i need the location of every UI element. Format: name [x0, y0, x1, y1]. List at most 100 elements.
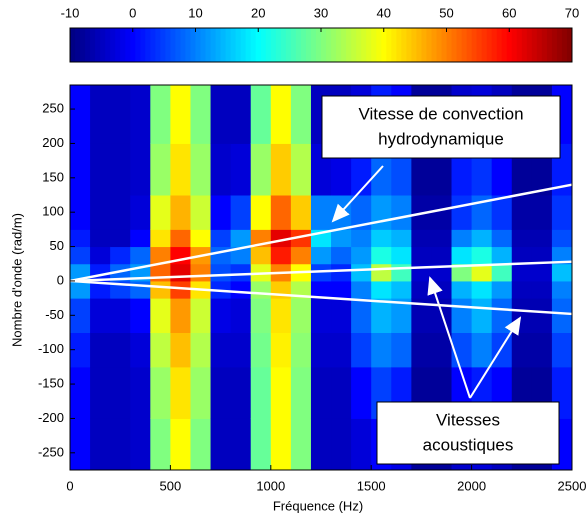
heatmap-cell [150, 418, 171, 471]
heatmap-cell [351, 418, 372, 471]
heatmap-cell [230, 143, 252, 196]
heatmap-cell [391, 332, 412, 368]
heatmap-cell [270, 143, 292, 196]
heatmap-cell [431, 195, 453, 230]
heatmap-cell [150, 298, 171, 333]
colorbar-segment [531, 28, 538, 62]
heatmap-cell [290, 195, 312, 230]
heatmap-cell [190, 418, 212, 471]
heatmap-cell [90, 85, 111, 144]
heatmap-cell [511, 246, 533, 265]
heatmap-cell [331, 332, 352, 368]
annotation: hydrodynamique [378, 129, 504, 148]
heatmap-cell [230, 418, 252, 471]
heatmap-cell [451, 263, 473, 282]
colorbar-segment [411, 28, 417, 62]
annotation: acoustiques [423, 435, 514, 454]
heatmap-cell [110, 366, 131, 419]
heatmap-cell [270, 366, 292, 419]
colorbar-segment [386, 28, 392, 62]
colorbar-segment [546, 28, 553, 62]
heatmap-cell [331, 246, 352, 265]
heatmap-cell [230, 85, 252, 144]
heatmap-cell [451, 195, 473, 230]
heatmap-cell [371, 246, 392, 265]
heatmap-cell [351, 332, 372, 368]
heatmap-cell [391, 263, 412, 282]
colorbar-segment [561, 28, 568, 62]
overlay-line [69, 183, 573, 283]
y-tick-label: 0 [57, 272, 64, 287]
heatmap-cell [250, 195, 272, 230]
heatmap-cell [230, 366, 252, 419]
heatmap-cell [491, 263, 513, 282]
heatmap-cell [190, 298, 212, 333]
colorbar-segment [376, 28, 382, 62]
y-tick-label: 50 [50, 238, 64, 253]
colorbar-segment [170, 28, 176, 62]
heatmap-cell [190, 195, 212, 230]
heatmap-cell [391, 280, 412, 299]
colorbar-segment [300, 28, 307, 62]
colorbar-segment [100, 28, 106, 62]
heatmap-cell [170, 332, 191, 368]
heatmap-cell [150, 229, 171, 248]
colorbar-segment [526, 28, 533, 62]
heatmap-cell [310, 332, 332, 368]
heatmap-cell [210, 298, 232, 333]
colorbar-segment [461, 28, 468, 62]
x-tick-label: 500 [160, 478, 182, 493]
x-tick-label: 2500 [558, 478, 586, 493]
heatmap-cell [331, 229, 352, 248]
arrow [427, 276, 471, 399]
heatmap-cell [290, 298, 312, 333]
heatmap-cell [210, 246, 232, 265]
heatmap-cell [371, 280, 392, 299]
heatmap-cell [331, 418, 352, 471]
overlay-line [69, 260, 573, 283]
heatmap-cell [411, 332, 432, 368]
heatmap-cell [491, 298, 513, 333]
x-tick-label: 1500 [357, 478, 386, 493]
colorbar-segment [321, 28, 327, 62]
heatmap-cell [70, 298, 91, 333]
heatmap-cell [351, 280, 372, 299]
colorbar-segment [150, 28, 156, 62]
heatmap-cell [170, 195, 191, 230]
colorbar-segment [371, 28, 377, 62]
colorbar-segment [210, 28, 217, 62]
heatmap-cell [250, 246, 272, 265]
colorbar-segment [436, 28, 442, 62]
heatmap-cell [391, 298, 412, 333]
heatmap-cell [371, 298, 392, 333]
heatmap-cell [471, 298, 493, 333]
colorbar-segment [401, 28, 407, 62]
heatmap-cell [391, 246, 412, 265]
heatmap-cell [110, 263, 131, 282]
annotation: Vitesses [436, 410, 500, 429]
heatmap-cell [431, 332, 453, 368]
heatmap-cell [411, 280, 432, 299]
heatmap-cell [130, 229, 151, 248]
heatmap-cell [290, 229, 312, 248]
y-tick-label: 100 [42, 204, 64, 219]
colorbar-segment [351, 28, 357, 62]
colorbar-tick-label: -10 [61, 5, 80, 20]
heatmap-cell [551, 246, 573, 265]
heatmap-cell [90, 418, 111, 471]
heatmap-cell [351, 195, 372, 230]
colorbar-tick-label: 60 [502, 5, 516, 20]
heatmap-cell [431, 246, 453, 265]
heatmap-cell [531, 332, 553, 368]
heatmap-cell [110, 195, 131, 230]
colorbar-segment [185, 28, 191, 62]
heatmap-cell [70, 332, 91, 368]
heatmap-cell [310, 298, 332, 333]
heatmap-cell [451, 280, 473, 299]
heatmap-cell [491, 246, 513, 265]
heatmap-cell [110, 418, 131, 471]
colorbar-segment [260, 28, 267, 62]
colorbar-segment [361, 28, 367, 62]
heatmap-cell [451, 298, 473, 333]
colorbar-segment [331, 28, 337, 62]
